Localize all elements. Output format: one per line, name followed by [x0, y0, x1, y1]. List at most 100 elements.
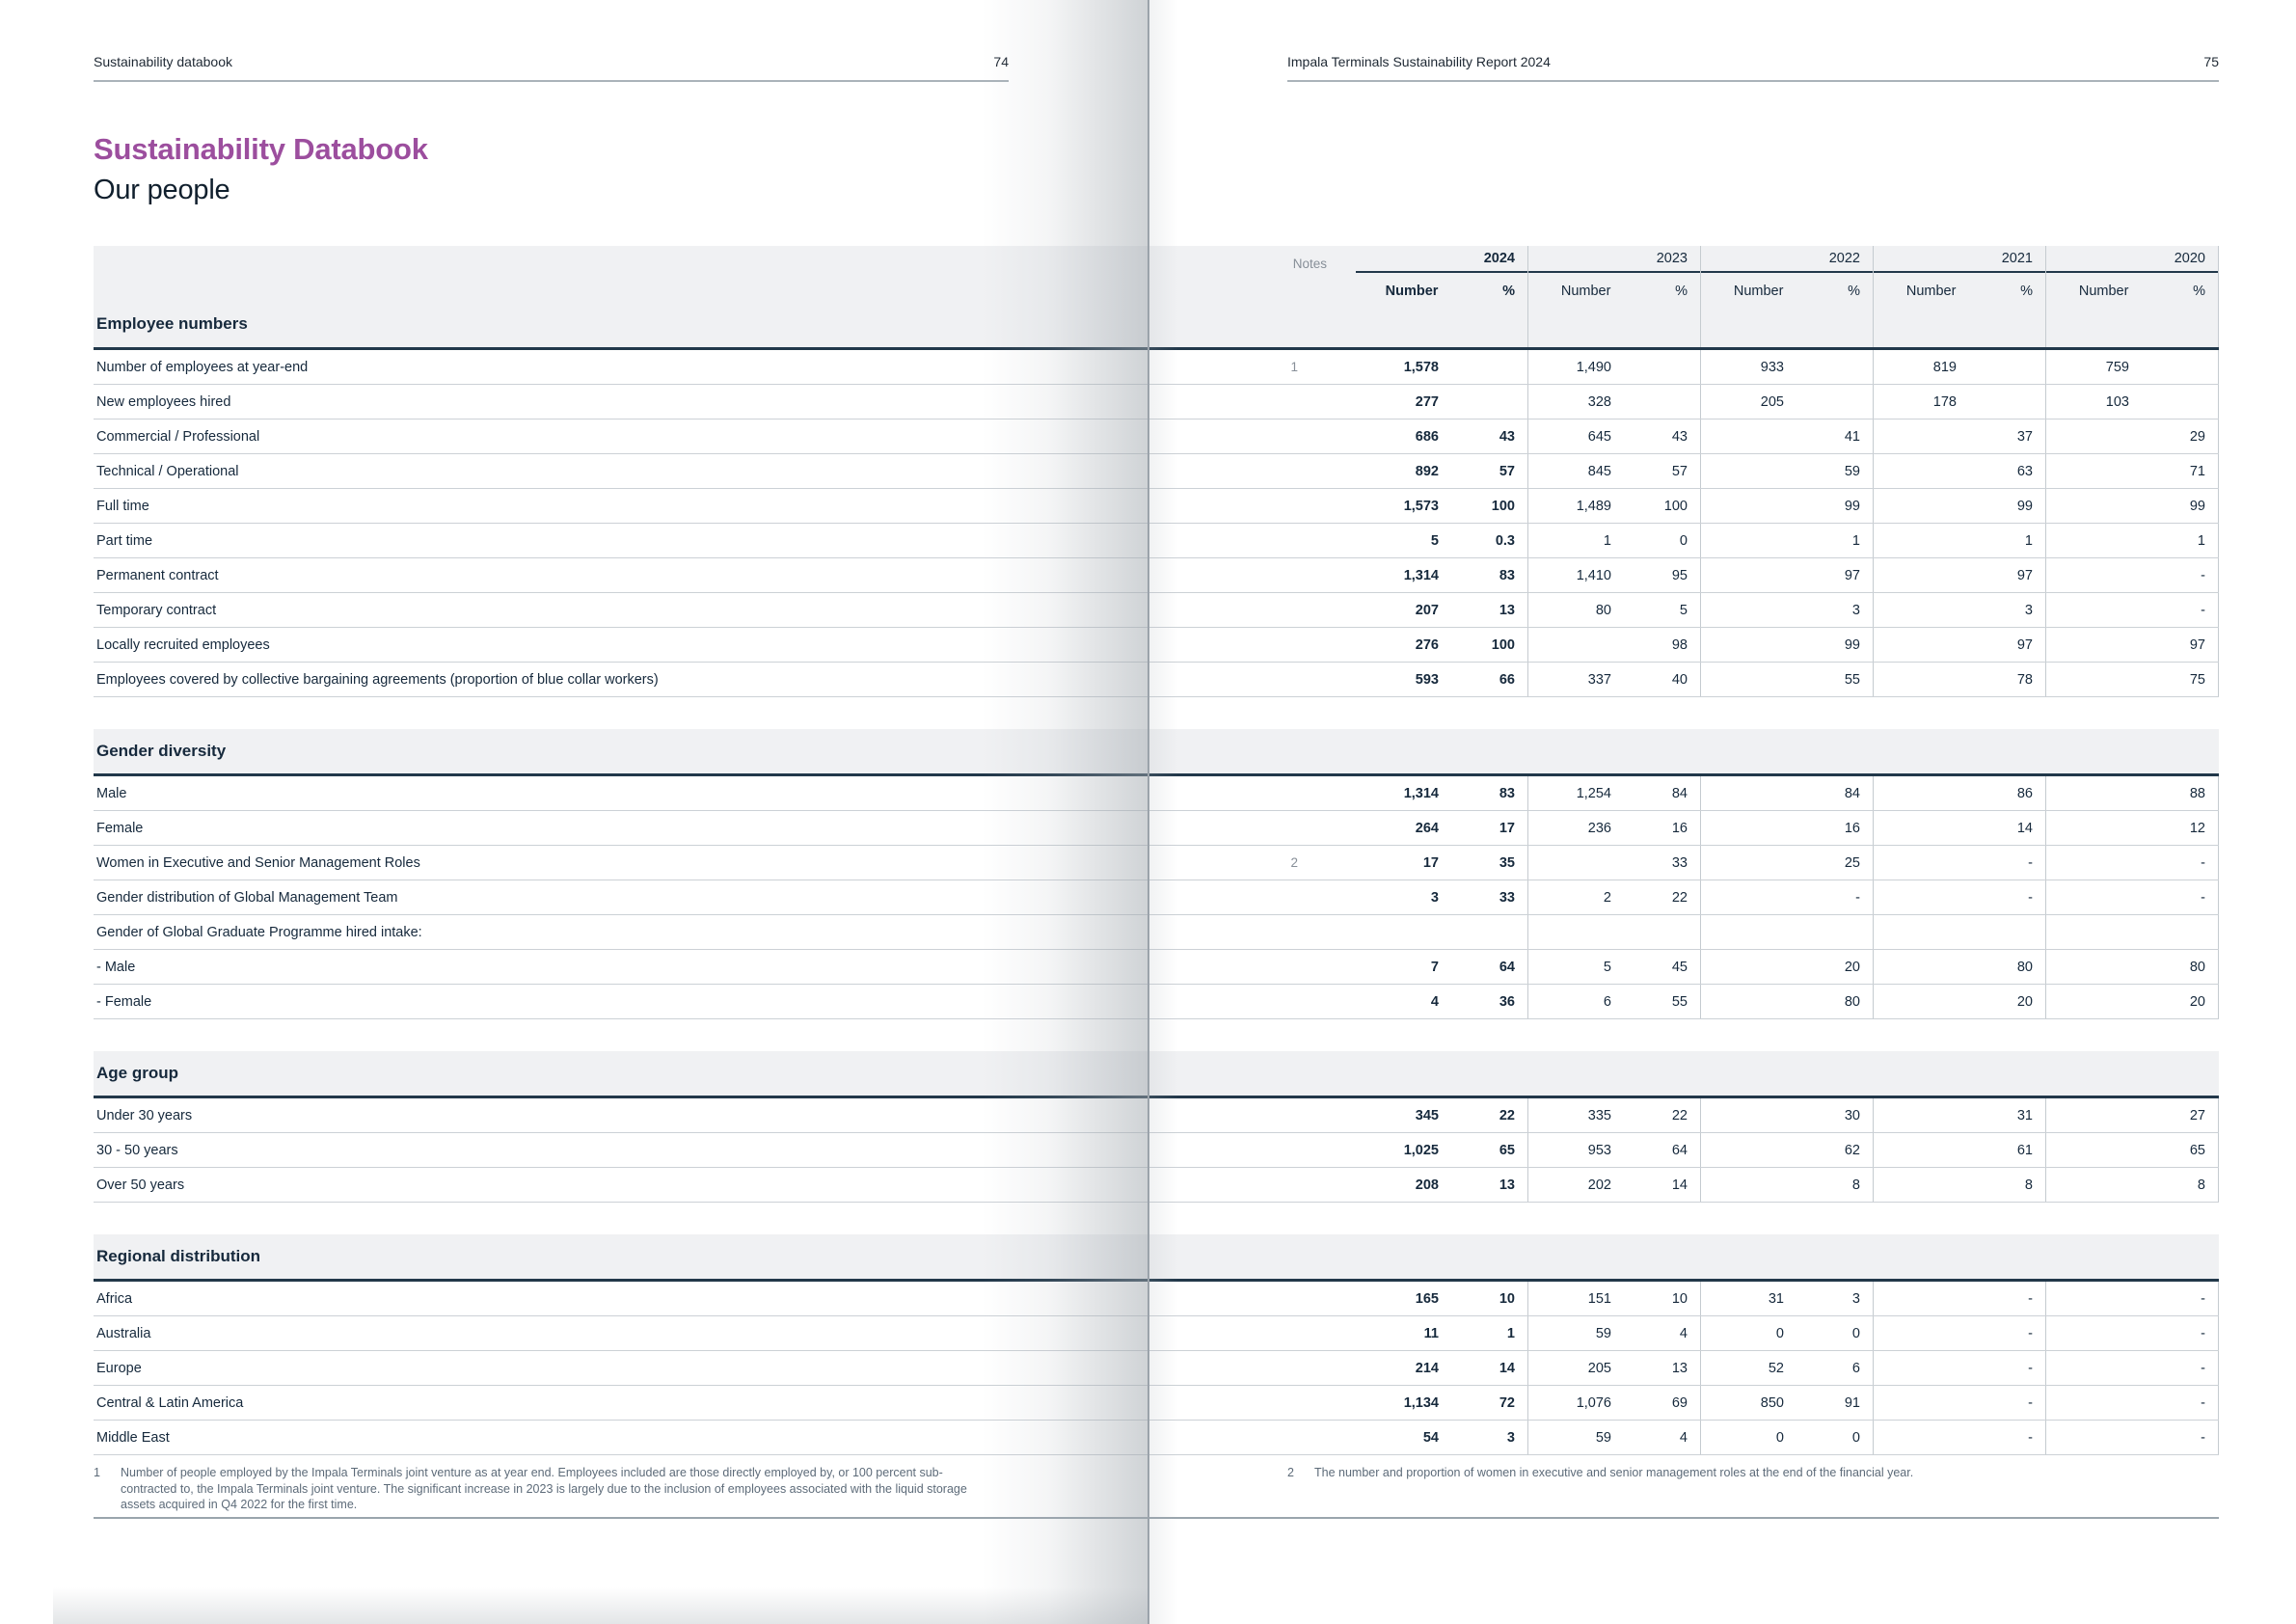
- value-number: [2046, 846, 2139, 880]
- table-row: Female 264 17 236 16 16 14 12: [94, 811, 2219, 846]
- year-value-group: 98: [1528, 628, 1701, 662]
- row-label: 30 - 50 years: [96, 1142, 178, 1158]
- table-row: Commercial / Professional 686 43 645 43 41 37 2…: [94, 420, 2219, 454]
- value-percent: [1794, 385, 1874, 419]
- running-head-left: Sustainability databook 74: [94, 54, 1009, 82]
- year-value-group: 953 64: [1528, 1133, 1701, 1167]
- table-row: New employees hired 277 328 205 178 103: [94, 385, 2219, 420]
- row-note: [1157, 1351, 1356, 1385]
- table-row: Gender distribution of Global Management…: [94, 880, 2219, 915]
- table-row: Technical / Operational 892 57 845 57 59 63 71: [94, 454, 2219, 489]
- year-value-group: 99: [1701, 489, 1874, 523]
- value-percent: 100: [1448, 489, 1528, 523]
- value-number: [1701, 950, 1794, 984]
- year-value-group: 1,314 83: [1356, 558, 1528, 592]
- value-number: 178: [1932, 393, 1957, 410]
- year-value-group: 97: [2046, 628, 2219, 662]
- table-row: Permanent contract 1,314 83 1,410 95 97 97 -: [94, 558, 2219, 593]
- year-value-group: [1701, 915, 1874, 949]
- value-percent: 83: [1448, 558, 1528, 592]
- percent-column-header: %: [1675, 284, 1688, 299]
- value-percent: 97: [1794, 558, 1874, 592]
- value-number: [2046, 950, 2139, 984]
- value-number: 6: [1603, 993, 1611, 1010]
- year-value-group: 1,578: [1356, 350, 1528, 384]
- year-value-group: 202 14: [1528, 1168, 1701, 1202]
- value-percent: 86: [1966, 776, 2046, 810]
- year-value-group: 686 43: [1356, 420, 1528, 453]
- number-column-header: Number: [1560, 284, 1611, 299]
- value-percent: 4: [1621, 1421, 1701, 1454]
- value-percent: [1794, 915, 1874, 949]
- value-percent: 63: [1966, 454, 2046, 488]
- year-value-group: 205 13: [1528, 1351, 1701, 1385]
- value-number: 264: [1415, 820, 1439, 836]
- value-percent: 72: [1448, 1386, 1528, 1420]
- value-percent: 3: [1794, 1282, 1874, 1315]
- year-value-group: 1,490: [1528, 350, 1701, 384]
- value-number: 953: [1587, 1142, 1611, 1158]
- value-number: 345: [1415, 1107, 1439, 1123]
- year-value-group: -: [1874, 1421, 2046, 1454]
- year-value-group: 1,314 83: [1356, 776, 1528, 810]
- year-value-group: 214 14: [1356, 1351, 1528, 1385]
- value-percent: 59: [1794, 454, 1874, 488]
- year-label: 2023: [1528, 246, 1700, 273]
- value-number: [1701, 811, 1794, 845]
- table-row: Temporary contract 207 13 80 5 3 3 -: [94, 593, 2219, 628]
- year-value-group: 277: [1356, 385, 1528, 419]
- year-value-group: -: [2046, 558, 2219, 592]
- year-value-group: 335 22: [1528, 1098, 1701, 1132]
- row-label: Temporary contract: [96, 602, 217, 618]
- value-number: [2046, 420, 2139, 453]
- value-number: [1874, 985, 1966, 1018]
- value-number: 5: [1603, 959, 1611, 975]
- year-value-group: [2046, 915, 2219, 949]
- value-number: [1874, 880, 1966, 914]
- year-value-group: 97: [1874, 558, 2046, 592]
- page-subtitle: Our people: [94, 175, 230, 205]
- value-percent: -: [1966, 1386, 2046, 1420]
- year-value-group: 59 4: [1528, 1316, 1701, 1350]
- year-value-group: 933: [1701, 350, 1874, 384]
- value-percent: 25: [1794, 846, 1874, 880]
- value-percent: 14: [1448, 1351, 1528, 1385]
- year-value-group: [1528, 915, 1701, 949]
- row-note: 2: [1290, 855, 1298, 870]
- value-number: [1874, 524, 1966, 557]
- row-note: [1157, 489, 1356, 523]
- value-percent: 3: [1448, 1421, 1528, 1454]
- value-number: 54: [1422, 1429, 1439, 1446]
- value-percent: 6: [1794, 1351, 1874, 1385]
- value-number: 1,134: [1403, 1394, 1439, 1411]
- value-percent: 1: [1966, 524, 2046, 557]
- year-value-group: 7 64: [1356, 950, 1528, 984]
- year-value-group: 3: [1701, 593, 1874, 627]
- value-percent: -: [2139, 1351, 2219, 1385]
- row-note: 1: [1290, 360, 1298, 374]
- year-value-group: 151 10: [1528, 1282, 1701, 1315]
- value-number: [2046, 524, 2139, 557]
- value-number: [2046, 880, 2139, 914]
- row-label: Over 50 years: [96, 1177, 185, 1193]
- table-row: Number of employees at year-end 1 1,578 1,4…: [94, 350, 2219, 385]
- row-note: [1157, 1316, 1356, 1350]
- value-number: [1874, 1386, 1966, 1420]
- value-number: 5: [1430, 532, 1439, 549]
- year-value-group: 1,025 65: [1356, 1133, 1528, 1167]
- year-value-group: 99: [1701, 628, 1874, 662]
- value-percent: 12: [2139, 811, 2219, 845]
- value-percent: 64: [1448, 950, 1528, 984]
- row-label: Middle East: [96, 1429, 170, 1446]
- year-label: 2020: [2046, 246, 2218, 273]
- value-percent: 78: [1966, 663, 2046, 696]
- row-label: Full time: [96, 498, 149, 514]
- value-number: [1701, 524, 1794, 557]
- year-value-group: 61: [1874, 1133, 2046, 1167]
- value-number: 103: [2105, 393, 2129, 410]
- value-number: [2046, 1316, 2139, 1350]
- number-column-header: Number: [2078, 284, 2129, 299]
- value-number: [2046, 454, 2139, 488]
- value-number: [1874, 915, 1966, 949]
- row-note: [1157, 985, 1356, 1018]
